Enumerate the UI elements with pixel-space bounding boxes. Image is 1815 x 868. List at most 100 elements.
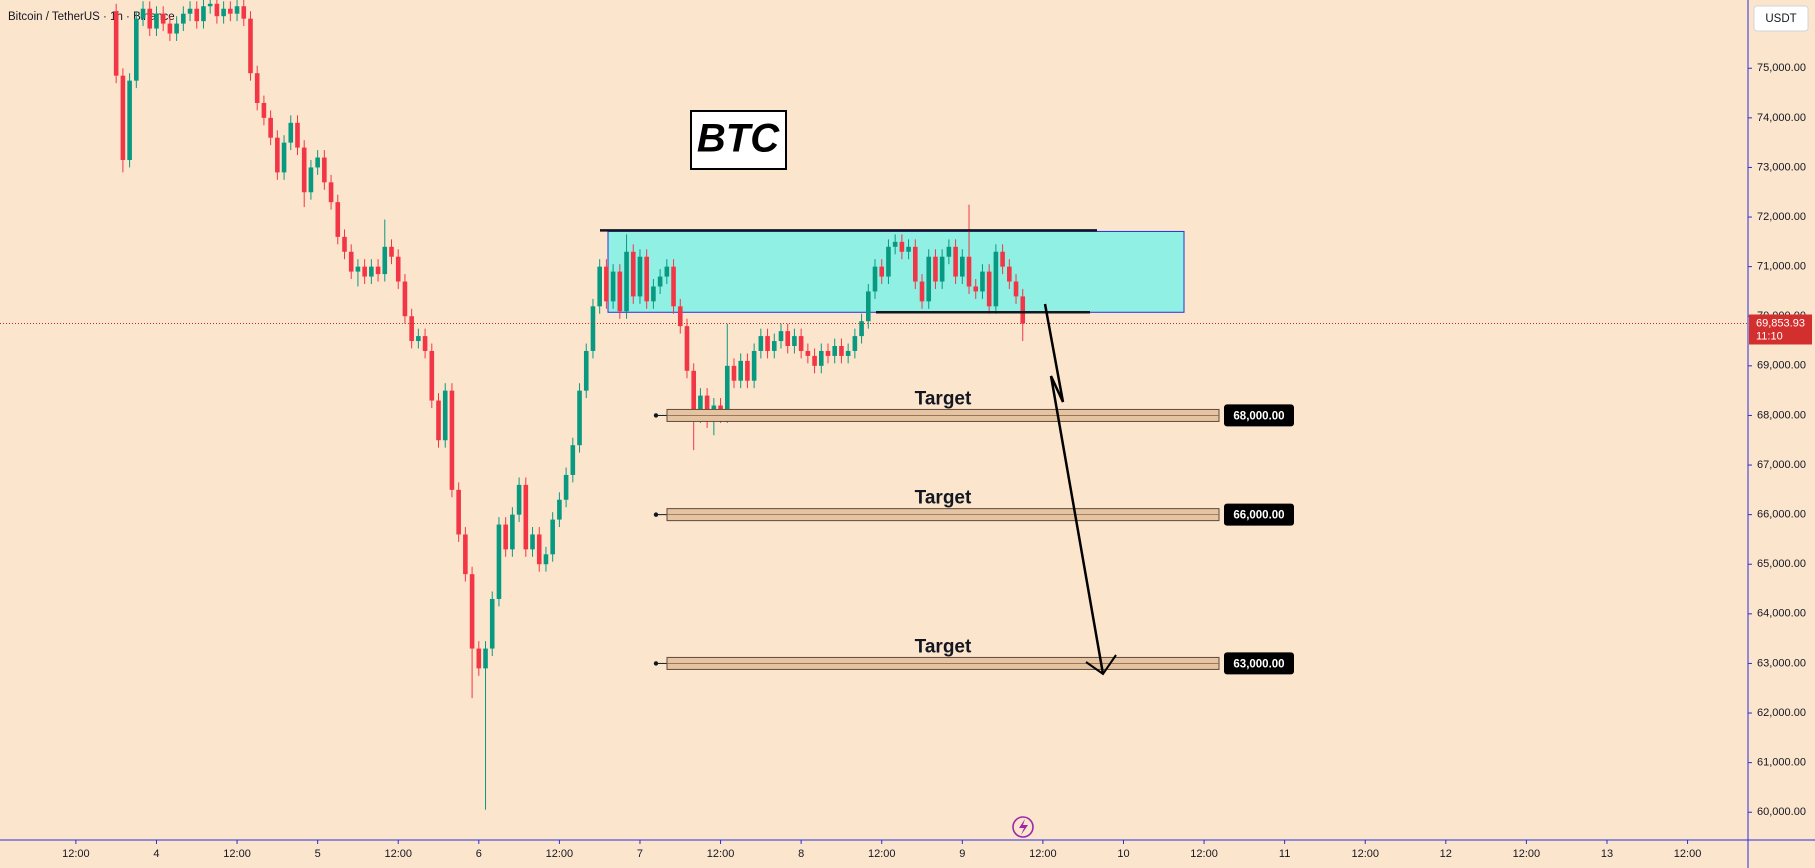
- x-tick-label: 12:00: [868, 848, 896, 860]
- candle-body: [416, 336, 421, 342]
- candle-body: [422, 336, 428, 351]
- target-label: Target: [915, 488, 972, 509]
- target-price-box: [1224, 404, 1294, 427]
- candle-body: [825, 350, 831, 356]
- candle-body: [926, 256, 932, 302]
- y-tick-label: 61,000.00: [1757, 757, 1806, 769]
- x-tick-label: 12:00: [1513, 848, 1541, 860]
- candle-body: [288, 122, 294, 143]
- countdown-label: 11:10: [1756, 330, 1783, 342]
- arrow-shaft: [1043, 303, 1105, 675]
- candle-body: [362, 266, 367, 277]
- candle-body: [691, 370, 696, 416]
- candle-body: [261, 102, 267, 118]
- y-tick-label: 68,000.00: [1757, 409, 1806, 421]
- candle-body: [234, 6, 240, 14]
- candle-body: [355, 266, 361, 272]
- candle-body: [382, 246, 388, 275]
- candle-body: [577, 390, 582, 446]
- candle-body: [167, 23, 173, 34]
- candle-body: [644, 256, 649, 302]
- candle-body: [120, 75, 126, 161]
- candle-body: [281, 142, 287, 173]
- candle-body: [268, 117, 273, 138]
- candle-body: [698, 395, 703, 416]
- candle-body: [134, 18, 139, 81]
- candle-body: [536, 534, 542, 565]
- annotation-box: [690, 110, 787, 170]
- candle-body: [194, 8, 200, 22]
- candle-body: [389, 246, 394, 257]
- candle-body: [369, 266, 374, 277]
- candle-body: [315, 157, 320, 168]
- candle-body: [207, 3, 213, 7]
- x-tick-label: 5: [315, 848, 321, 860]
- x-tick-label: 12:00: [223, 848, 251, 860]
- candle-body: [973, 286, 979, 292]
- y-tick-label: 72,000.00: [1757, 211, 1806, 223]
- target-label: Target: [915, 388, 972, 409]
- candle-body: [429, 350, 435, 401]
- x-tick-label: 12:00: [384, 848, 412, 860]
- candle-body: [758, 336, 764, 351]
- candle-body: [375, 266, 381, 275]
- candle-body: [563, 474, 569, 500]
- candle-body: [980, 271, 985, 292]
- candle-body: [1000, 251, 1005, 267]
- candle-body: [275, 137, 280, 173]
- currency-label: USDT: [1765, 13, 1796, 25]
- candle-body: [745, 360, 750, 381]
- target-dot: [653, 413, 659, 418]
- candle-body: [174, 23, 179, 34]
- candle-body: [201, 6, 206, 22]
- x-tick-label: 12:00: [707, 848, 735, 860]
- candle-body: [402, 281, 408, 317]
- candle-body: [657, 276, 663, 287]
- candle-body: [839, 345, 844, 356]
- chart-title: Bitcoin / TetherUS · 1h · Binance: [8, 11, 175, 23]
- candle-body: [832, 345, 838, 356]
- candle-body: [892, 241, 898, 247]
- target-price-label: 66,000.00: [1233, 510, 1284, 522]
- candle-body: [328, 182, 334, 203]
- candle-body: [751, 350, 757, 381]
- currency-button[interactable]: [1753, 5, 1809, 32]
- x-tick-label: 11: [1279, 848, 1290, 860]
- candle-body: [160, 13, 166, 24]
- target-price-label: 63,000.00: [1233, 658, 1284, 670]
- candle-body: [812, 355, 817, 366]
- candle-body: [228, 8, 233, 14]
- candle-body: [570, 445, 576, 475]
- x-tick-label: 13: [1601, 848, 1613, 860]
- candle-body: [154, 13, 159, 29]
- y-tick-label: 69,000.00: [1757, 360, 1806, 372]
- candle-body: [785, 331, 791, 346]
- candle-body: [483, 648, 488, 669]
- candle-body: [960, 256, 965, 277]
- x-tick-label: 8: [798, 848, 804, 860]
- candle-body: [308, 167, 314, 193]
- candle-body: [872, 266, 878, 292]
- candle-body: [496, 524, 502, 599]
- candle-body: [805, 350, 811, 356]
- plot-area: Target 68,000.00 Target 66,000.00 Target 63,0…: [0, 0, 1748, 810]
- candle-body: [731, 365, 737, 381]
- candle-body: [469, 574, 475, 649]
- replay-icon[interactable]: [1012, 816, 1034, 838]
- candle-body: [610, 271, 616, 302]
- x-tick-label: 12:00: [1351, 848, 1379, 860]
- y-tick-label: 64,000.00: [1757, 608, 1806, 620]
- y-tick-label: 65,000.00: [1757, 558, 1806, 570]
- candle-body: [671, 266, 676, 307]
- icon-circle: [1012, 816, 1034, 838]
- arrow-head: [1085, 654, 1117, 676]
- candle-body: [583, 350, 589, 391]
- candle-body: [557, 499, 562, 520]
- candle-body: [684, 326, 690, 371]
- candle-body: [463, 534, 468, 575]
- target-dot: [653, 661, 659, 666]
- candle-body: [503, 524, 508, 550]
- candle-body: [724, 365, 730, 416]
- candle-body: [590, 306, 596, 351]
- candle-body: [859, 321, 864, 337]
